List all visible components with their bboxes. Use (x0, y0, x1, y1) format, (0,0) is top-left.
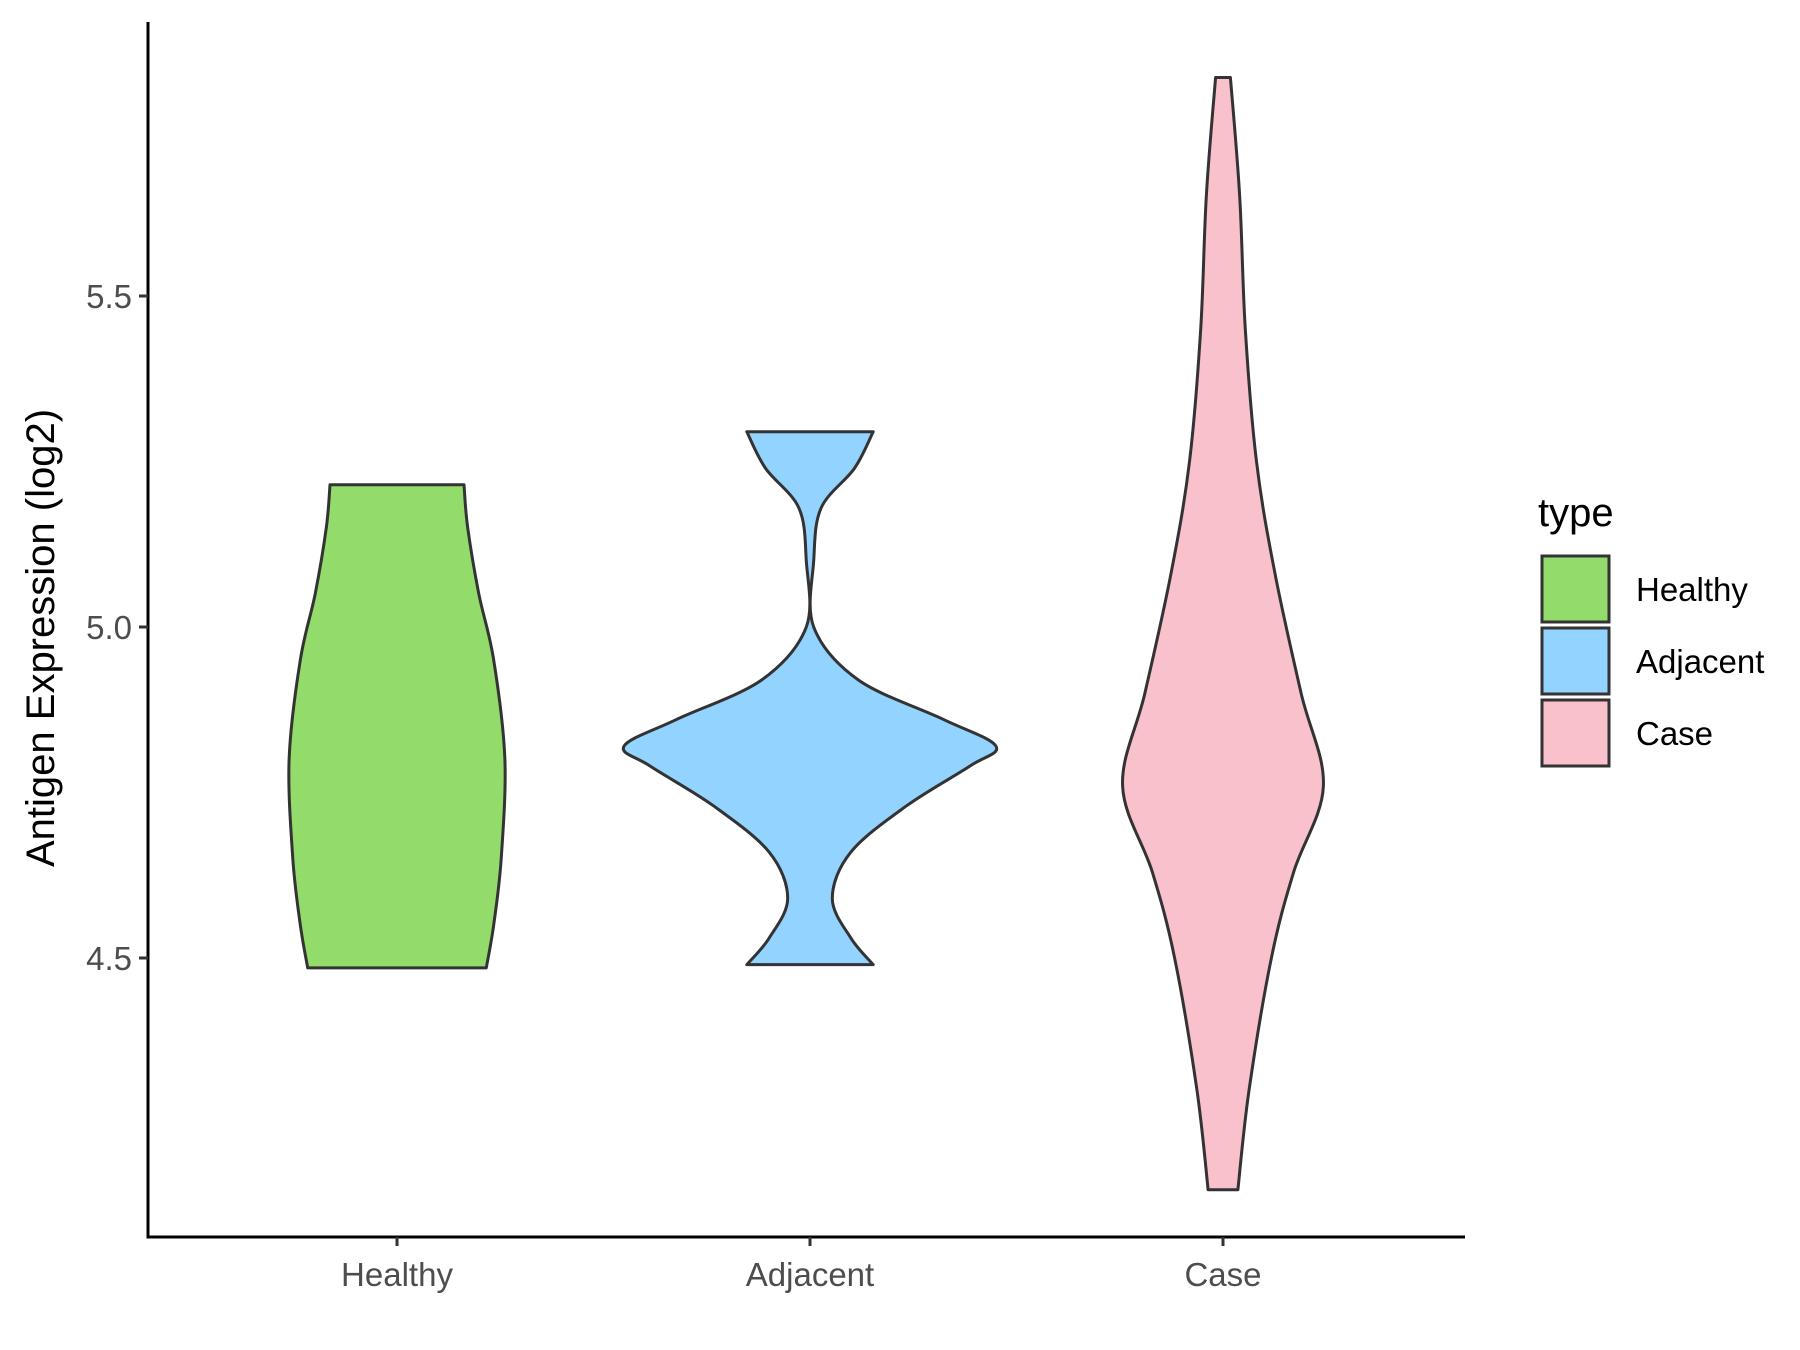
x-ticks: Healthy Adjacent Case (341, 1237, 1262, 1293)
legend: type Healthy Adjacent Case (1538, 491, 1764, 768)
legend-items: Healthy Adjacent Case (1540, 554, 1764, 768)
y-tick-label: 5.5 (86, 278, 132, 315)
x-tick-label: Healthy (341, 1256, 453, 1293)
x-tick-label: Case (1184, 1256, 1261, 1293)
y-tick-label: 4.5 (86, 940, 132, 977)
legend-key-adjacent (1540, 626, 1611, 696)
x-tick-label: Adjacent (746, 1256, 874, 1293)
y-ticks: 4.5 5.0 5.5 (86, 278, 148, 977)
legend-title: type (1538, 491, 1614, 535)
legend-key-healthy (1540, 554, 1611, 624)
violin-case (1121, 76, 1325, 1192)
legend-key-case (1540, 698, 1611, 768)
legend-label: Case (1636, 715, 1713, 752)
y-tick-label: 5.0 (86, 609, 132, 646)
legend-label: Adjacent (1636, 643, 1764, 680)
violin-adjacent (621, 430, 999, 967)
violin-group (287, 76, 1325, 1192)
legend-label: Healthy (1636, 571, 1748, 608)
violin-healthy (287, 483, 507, 970)
y-axis-title: Antigen Expression (log2) (19, 409, 63, 867)
